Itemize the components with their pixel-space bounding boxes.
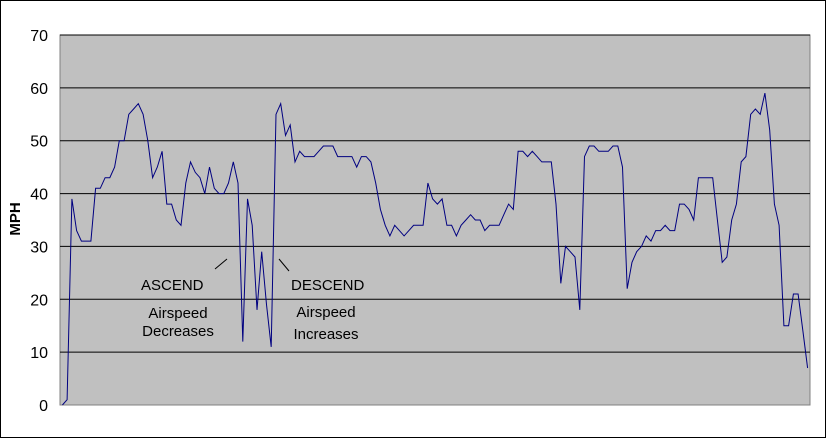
y-tick-label: 20	[30, 292, 48, 309]
annotation-descend-line-2: Increases	[293, 326, 358, 343]
annotation-ascend: ASCEND Airspeed Decreases	[141, 258, 228, 340]
annotation-ascend-line-2: Decreases	[142, 323, 214, 340]
annotation-descend-pointer	[278, 258, 290, 272]
annotation-descend-title: DESCEND	[291, 277, 365, 294]
y-tick-label: 70	[30, 28, 48, 45]
y-tick-label: 60	[30, 81, 48, 98]
y-tick-label: 50	[30, 134, 48, 151]
y-axis-ticks: 0 10 20 30 40 50 60 70	[30, 28, 48, 415]
annotation-descend: DESCEND Airspeed Increases	[278, 258, 365, 343]
annotation-ascend-pointer	[214, 258, 228, 270]
y-tick-label: 10	[30, 345, 48, 362]
annotation-descend-line-1: Airspeed	[296, 304, 355, 321]
y-tick-label: 0	[39, 398, 48, 415]
plot-area	[59, 34, 811, 406]
annotation-ascend-line-1: Airspeed	[148, 305, 207, 322]
y-tick-label: 40	[30, 187, 48, 204]
annotation-ascend-title: ASCEND	[141, 277, 204, 294]
y-axis-label: MPH	[7, 202, 24, 235]
series-line	[62, 92, 809, 406]
y-tick-label: 30	[30, 239, 48, 256]
